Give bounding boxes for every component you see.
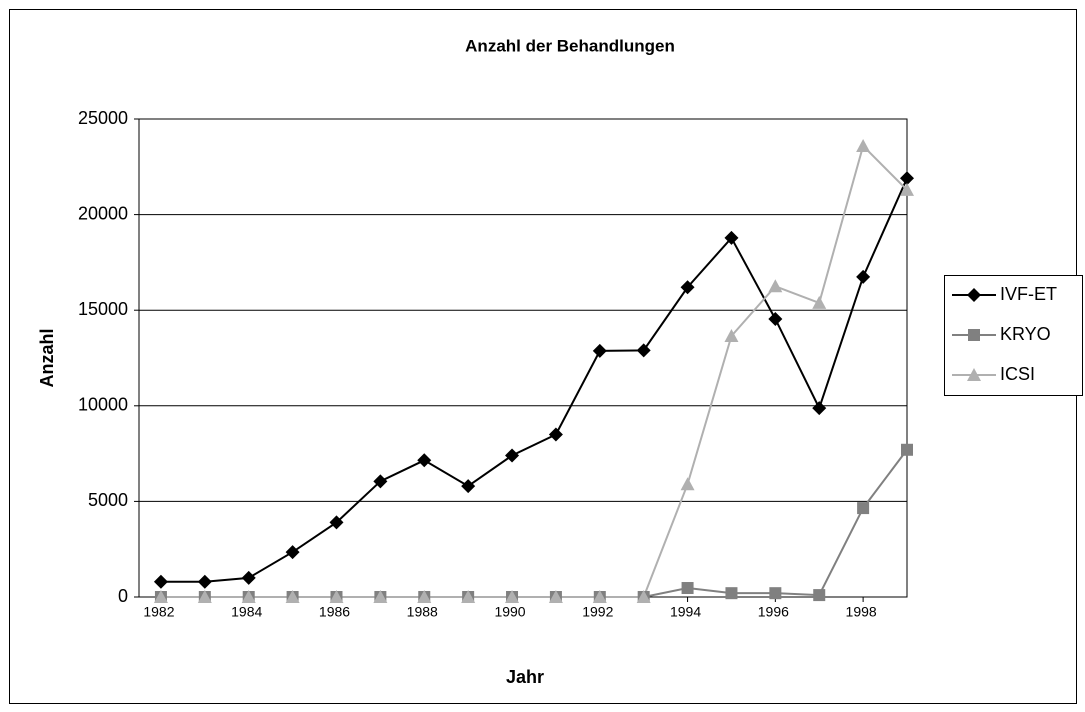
data-point	[812, 295, 827, 309]
data-point	[856, 138, 871, 152]
data-point	[285, 545, 300, 560]
data-point	[636, 590, 651, 603]
data-point	[636, 343, 651, 358]
data-point	[592, 343, 607, 358]
data-point	[153, 590, 168, 603]
y-axis-label: Anzahl	[37, 328, 57, 387]
data-point	[241, 590, 256, 603]
x-tick-label: 1992	[582, 604, 613, 620]
y-tick-label: 0	[118, 586, 128, 606]
data-point	[461, 479, 476, 494]
legend-label: KRYO	[1000, 324, 1051, 344]
data-point	[505, 590, 520, 603]
data-point	[241, 570, 256, 585]
series-line	[160, 177, 908, 583]
data-point	[548, 427, 563, 442]
x-tick-label: 1996	[758, 604, 789, 620]
legend-marker	[967, 368, 981, 381]
data-point	[417, 453, 432, 468]
y-tick-label: 15000	[78, 299, 128, 319]
y-tick-label: 25000	[78, 108, 128, 128]
data-point	[461, 590, 476, 603]
data-point	[900, 171, 914, 186]
data-point	[901, 443, 913, 456]
data-point	[329, 590, 344, 603]
data-point	[812, 401, 827, 416]
data-point	[373, 474, 388, 489]
x-tick-label: 1988	[407, 604, 438, 620]
data-point	[417, 590, 432, 603]
data-point	[505, 448, 520, 463]
series-line	[160, 144, 908, 598]
data-point	[680, 477, 695, 491]
x-tick-label: 1998	[846, 604, 877, 620]
data-point	[769, 587, 782, 600]
data-point	[856, 269, 871, 284]
data-point	[725, 587, 738, 600]
x-tick-label: 1984	[231, 604, 262, 620]
y-tick-label: 5000	[88, 490, 128, 510]
data-point	[768, 279, 783, 293]
data-point	[724, 329, 739, 343]
data-point	[197, 574, 212, 589]
legend-label: ICSI	[1000, 364, 1035, 384]
y-tick-label: 20000	[78, 203, 128, 223]
data-point	[197, 590, 212, 603]
data-point	[857, 502, 870, 515]
data-point	[373, 590, 388, 603]
y-tick-label: 10000	[78, 395, 128, 415]
legend-marker	[967, 288, 981, 302]
legend-marker	[968, 329, 980, 341]
data-point	[724, 230, 739, 245]
legend-label: IVF-ET	[1000, 284, 1057, 304]
data-point	[680, 280, 695, 295]
data-point	[548, 590, 563, 603]
data-point	[153, 574, 168, 589]
data-point	[681, 582, 694, 595]
data-point	[900, 182, 914, 196]
data-point	[768, 311, 783, 326]
x-tick-label: 1994	[670, 604, 701, 620]
data-point	[592, 590, 607, 603]
x-tick-label: 1982	[143, 604, 174, 620]
data-point	[285, 590, 300, 603]
chart-title: Anzahl der Behandlungen	[465, 36, 675, 55]
data-point	[329, 515, 344, 530]
x-tick-label: 1990	[494, 604, 525, 620]
x-axis-label: Jahr	[506, 667, 544, 687]
data-point	[813, 589, 826, 602]
chart-border	[9, 9, 1077, 704]
x-tick-label: 1986	[319, 604, 350, 620]
